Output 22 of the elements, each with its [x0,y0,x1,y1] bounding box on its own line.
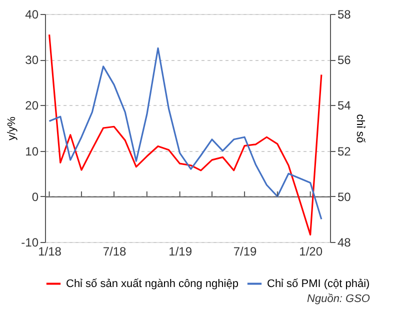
y-tick-label: -10 [21,236,39,250]
x-tick-label: 1/19 [168,244,192,258]
legend-label: Chỉ số sản xuất ngành công nghiệp [66,278,238,290]
x-tick-label: 7/19 [233,244,258,258]
y2-tick-label: 54 [338,98,352,113]
legend-label: Chỉ số PMI (cột phải) [267,278,370,290]
y-tick-label: 20 [25,98,39,113]
y2-tick-label: 48 [338,236,352,250]
y-tick-label: 10 [25,144,39,158]
x-tick-label: 7/18 [102,244,127,258]
y2-axis-title: chỉ số [354,114,366,143]
y2-tick-label: 56 [338,53,352,68]
y-axis-title: y/y% [6,116,18,140]
text: Nguồn: GSO [307,293,370,305]
y2-tick-label: 58 [338,8,352,22]
y2-tick-label: 52 [338,144,352,158]
y-tick-label: 30 [25,53,39,68]
y-tick-label: 40 [25,8,39,22]
x-tick-label: 1/20 [299,244,323,258]
y2-tick-label: 50 [338,190,352,204]
x-tick-label: 1/18 [38,244,62,258]
y-tick-label: 0 [32,190,39,204]
